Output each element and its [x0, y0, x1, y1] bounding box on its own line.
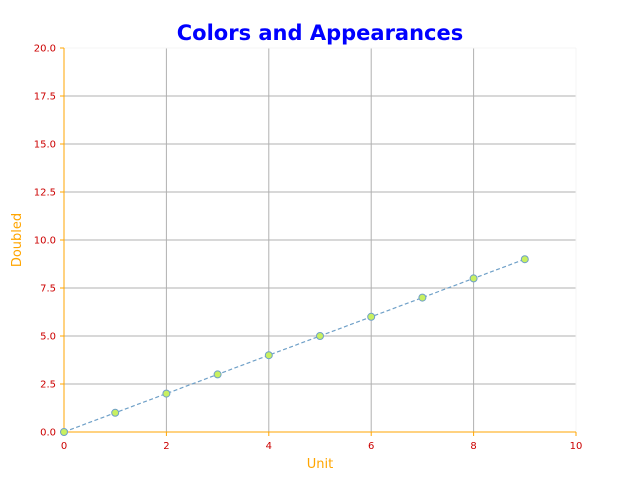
data-point [264, 351, 273, 360]
grid [63, 47, 577, 433]
y-tick-label: 2.5 [40, 380, 56, 391]
ticks: 0 2 4 6 8 10 0.0 2.5 5.0 7.5 10.0 12.5 15.0 17.5 20.0 [34, 44, 583, 453]
data-point [162, 389, 171, 398]
x-tick-label: 2 [163, 441, 169, 452]
data-point [316, 332, 324, 340]
y-tick-label: 17.5 [34, 92, 56, 103]
y-tick-label: 20.0 [34, 44, 56, 55]
y-tick-label: 0.0 [40, 428, 56, 439]
data-point [520, 255, 529, 264]
x-tick-label: 4 [266, 441, 272, 452]
series-line [63, 258, 526, 433]
y-tick-label: 5.0 [40, 332, 56, 343]
plot-area [60, 255, 529, 436]
chart-title: Colors and Appearances [177, 21, 464, 45]
data-point [111, 408, 120, 417]
data-point [469, 274, 478, 283]
x-tick-label: 8 [470, 441, 476, 452]
y-tick-label: 7.5 [40, 284, 56, 295]
data-point [367, 312, 376, 321]
data-point [418, 293, 427, 302]
data-point [213, 370, 222, 379]
x-tick-label: 10 [570, 441, 583, 452]
x-axis-label: Unit [307, 457, 333, 472]
y-axis-label: Doubled [10, 213, 25, 267]
y-tick-label: 15.0 [34, 140, 56, 151]
x-tick-label: 6 [368, 441, 374, 452]
y-tick-label: 10.0 [34, 236, 56, 247]
data-point [60, 428, 68, 436]
x-tick-label: 0 [61, 441, 67, 452]
y-tick-label: 12.5 [34, 188, 56, 199]
